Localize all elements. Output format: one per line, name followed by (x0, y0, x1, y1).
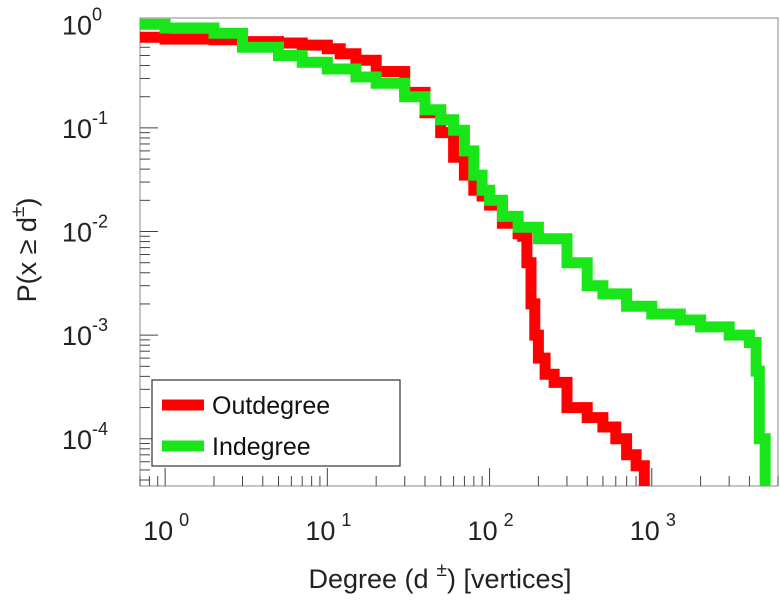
series-layer (140, 18, 771, 486)
x-tick-base: 10 (630, 516, 660, 546)
y-tick-exponent: -3 (92, 315, 108, 335)
x-axis-label-sup: ± (437, 560, 447, 581)
x-axis-label-pre: Degree (d (308, 564, 428, 594)
y-tick-exponent: -2 (92, 212, 108, 232)
x-tick-label: 10 3 (630, 510, 676, 546)
y-axis-label-sup: ± (8, 207, 29, 217)
x-tick-label: 10 1 (305, 510, 351, 546)
y-axis-label-pre: P(x ≥ d (12, 217, 42, 302)
y-tick-exponent: -4 (92, 419, 108, 439)
y-tick-exponent: -1 (92, 108, 108, 128)
legend-label-outdegree: Outdegree (212, 392, 330, 420)
x-tick-base: 10 (143, 516, 173, 546)
y-tick-base: 10 (62, 218, 92, 248)
y-axis-label: P(x ≥ d±) (8, 198, 42, 303)
x-tick-base: 10 (305, 516, 335, 546)
x-axis-label-post: ) [vertices] (447, 564, 572, 594)
legend-label-indegree: Indegree (212, 433, 311, 461)
x-tick-exponent: 3 (666, 510, 676, 530)
x-tick-label: 10 2 (468, 510, 514, 546)
x-tick-exponent: 0 (179, 510, 189, 530)
y-tick-label: 10-3 (62, 315, 108, 351)
y-tick-exponent: 0 (92, 4, 102, 24)
y-tick-base: 10 (62, 425, 92, 455)
y-tick-label: 10-4 (62, 419, 108, 455)
y-tick-label: 100 (62, 4, 102, 40)
y-tick-label: 10-2 (62, 212, 108, 248)
y-tick-base: 10 (62, 114, 92, 144)
y-tick-label: 10-1 (62, 108, 108, 144)
legend: Outdegree Indegree (151, 379, 401, 467)
x-axis-label: Degree (d ±) [vertices] (308, 560, 571, 594)
y-tick-base: 10 (62, 321, 92, 351)
y-tick-base: 10 (62, 10, 92, 40)
series-line-indegree (140, 18, 771, 486)
x-tick-exponent: 1 (341, 510, 351, 530)
legend-box (151, 379, 401, 467)
x-tick-exponent: 2 (504, 510, 514, 530)
y-axis-label-post: ) (12, 198, 42, 207)
x-tick-label: 10 0 (143, 510, 189, 546)
x-tick-base: 10 (468, 516, 498, 546)
